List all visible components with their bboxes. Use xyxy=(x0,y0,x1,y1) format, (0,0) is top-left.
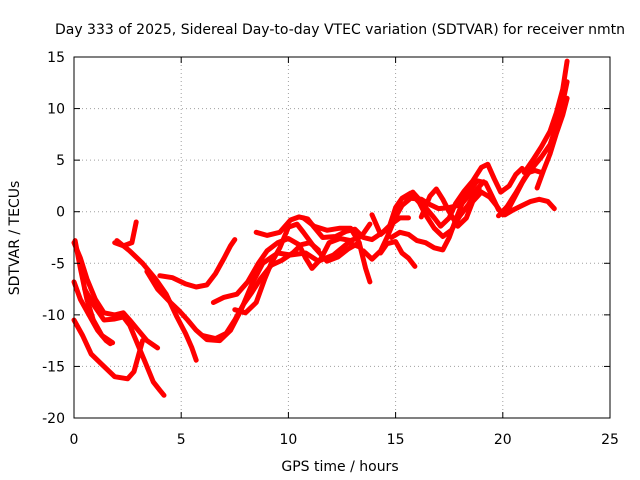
axis-ticks xyxy=(73,56,611,419)
x-tick-label: 20 xyxy=(494,432,512,448)
series-line-trace-1 xyxy=(71,240,161,351)
series-line-trace-9 xyxy=(157,237,238,290)
series-line-trace-5 xyxy=(82,286,167,398)
series-line-trace-22 xyxy=(521,58,570,175)
y-tick-label: 15 xyxy=(47,50,65,66)
y-tick-label: 0 xyxy=(56,205,65,221)
chart-title: Day 333 of 2025, Sidereal Day-to-day VTE… xyxy=(55,22,625,38)
grid xyxy=(74,57,610,418)
y-tick-label: -15 xyxy=(42,359,65,375)
series-line-trace-16 xyxy=(378,239,418,269)
x-tick-label: 0 xyxy=(70,432,79,448)
x-tick-label: 5 xyxy=(177,432,186,448)
y-tick-label: 10 xyxy=(47,102,65,118)
plot-frame xyxy=(73,56,611,419)
series-line-trace-14 xyxy=(300,215,373,285)
data-traces xyxy=(71,58,570,398)
series-line-trace-23 xyxy=(534,95,570,191)
series-line-trace-21 xyxy=(496,79,570,219)
series-line-trace-4 xyxy=(71,317,146,382)
series-line-trace-7 xyxy=(114,238,199,363)
y-tick-label: 5 xyxy=(56,153,65,169)
y-tick-label: -20 xyxy=(42,411,65,427)
x-tick-label: 10 xyxy=(279,432,297,448)
y-axis-label: SDTVAR / TECUs xyxy=(7,181,23,296)
x-tick-label: 25 xyxy=(601,432,619,448)
series-line-trace-18 xyxy=(388,186,482,253)
x-tick-label: 15 xyxy=(387,432,405,448)
tick-labels: 0 5 10 15 20 25 -20 -15 -10 -5 0 5 10 15 xyxy=(42,50,619,448)
series-line-trace-12 xyxy=(232,221,362,316)
series-line-trace-11 xyxy=(210,221,373,305)
y-tick-label: -10 xyxy=(42,308,65,324)
series-line-trace-19 xyxy=(403,161,525,229)
series-line-trace-17 xyxy=(369,179,486,239)
y-tick-label: -5 xyxy=(51,256,65,272)
x-axis-label: GPS time / hours xyxy=(281,459,398,475)
